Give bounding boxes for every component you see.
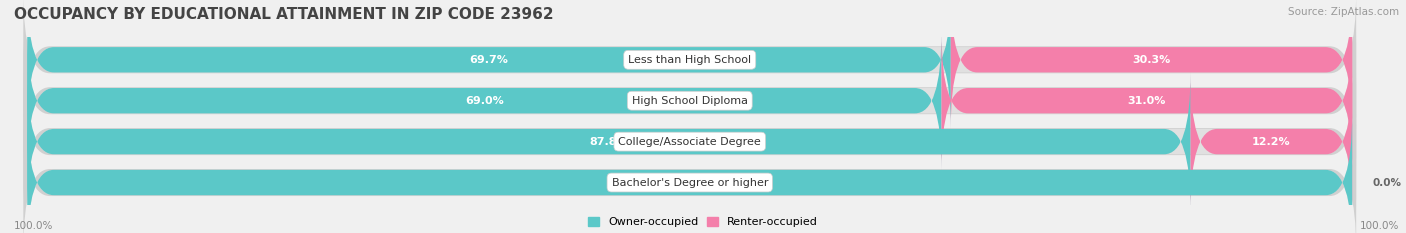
FancyBboxPatch shape <box>24 73 1357 210</box>
Text: 100.0%: 100.0% <box>1360 221 1399 231</box>
Text: Bachelor's Degree or higher: Bachelor's Degree or higher <box>612 178 768 188</box>
Text: 100.0%: 100.0% <box>666 178 713 188</box>
FancyBboxPatch shape <box>27 72 1191 211</box>
Text: 69.7%: 69.7% <box>470 55 509 65</box>
FancyBboxPatch shape <box>24 0 1357 128</box>
Text: 100.0%: 100.0% <box>14 221 53 231</box>
Text: 0.0%: 0.0% <box>1372 178 1400 188</box>
FancyBboxPatch shape <box>27 31 942 170</box>
Text: 69.0%: 69.0% <box>465 96 503 106</box>
FancyBboxPatch shape <box>1191 72 1353 211</box>
Text: 87.8%: 87.8% <box>589 137 628 147</box>
Text: College/Associate Degree: College/Associate Degree <box>619 137 761 147</box>
FancyBboxPatch shape <box>24 32 1357 169</box>
Text: 31.0%: 31.0% <box>1128 96 1166 106</box>
FancyBboxPatch shape <box>27 0 1353 129</box>
FancyBboxPatch shape <box>950 0 1353 129</box>
Text: High School Diploma: High School Diploma <box>631 96 748 106</box>
FancyBboxPatch shape <box>27 113 1353 233</box>
FancyBboxPatch shape <box>27 72 1353 211</box>
Text: 12.2%: 12.2% <box>1253 137 1291 147</box>
FancyBboxPatch shape <box>942 31 1353 170</box>
FancyBboxPatch shape <box>27 0 950 129</box>
Legend: Owner-occupied, Renter-occupied: Owner-occupied, Renter-occupied <box>588 217 818 227</box>
Text: 30.3%: 30.3% <box>1132 55 1171 65</box>
Text: OCCUPANCY BY EDUCATIONAL ATTAINMENT IN ZIP CODE 23962: OCCUPANCY BY EDUCATIONAL ATTAINMENT IN Z… <box>14 7 554 22</box>
FancyBboxPatch shape <box>27 113 1353 233</box>
FancyBboxPatch shape <box>27 31 1353 170</box>
Text: Source: ZipAtlas.com: Source: ZipAtlas.com <box>1288 7 1399 17</box>
Text: Less than High School: Less than High School <box>628 55 751 65</box>
FancyBboxPatch shape <box>24 114 1357 233</box>
